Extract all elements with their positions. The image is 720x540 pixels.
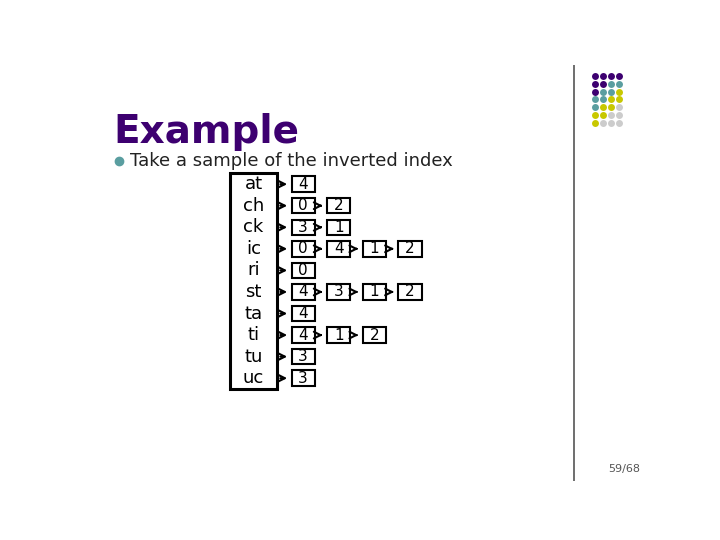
Bar [327,284,351,300]
Text: 4: 4 [334,241,343,256]
Bar [230,173,276,389]
Text: 3: 3 [298,370,308,386]
Text: 1: 1 [334,220,343,235]
Text: 1: 1 [334,328,343,342]
Text: Example: Example [113,112,300,151]
Bar [398,284,422,300]
Text: 3: 3 [298,349,308,364]
Bar [327,220,351,235]
Bar [363,327,386,343]
Text: 0: 0 [298,198,308,213]
Bar [292,262,315,278]
Text: 1: 1 [369,241,379,256]
Text: 4: 4 [298,306,308,321]
Text: ck: ck [243,218,264,237]
Text: 3: 3 [334,285,343,300]
Text: ri: ri [247,261,260,279]
Bar [292,370,315,386]
Text: ta: ta [245,305,263,322]
Bar [292,177,315,192]
Text: 0: 0 [298,263,308,278]
Text: st: st [246,283,261,301]
Bar [292,306,315,321]
Text: 59/68: 59/68 [608,464,640,475]
Text: 2: 2 [405,241,415,256]
Text: ic: ic [246,240,261,258]
Text: at: at [245,175,263,193]
Bar [398,241,422,256]
Bar [292,284,315,300]
Text: 2: 2 [369,328,379,342]
Text: ti: ti [248,326,260,344]
Bar [327,327,351,343]
Bar [292,327,315,343]
Text: uc: uc [243,369,264,387]
Text: 1: 1 [369,285,379,300]
Bar [292,241,315,256]
Bar [327,198,351,213]
Text: 0: 0 [298,241,308,256]
Text: 2: 2 [334,198,343,213]
Text: Take a sample of the inverted index: Take a sample of the inverted index [130,152,452,170]
Text: ch: ch [243,197,264,215]
Bar [292,220,315,235]
Text: 4: 4 [298,285,308,300]
Bar [363,284,386,300]
Text: 4: 4 [298,328,308,342]
Bar [292,349,315,365]
Text: 3: 3 [298,220,308,235]
Text: 4: 4 [298,177,308,192]
Bar [327,241,351,256]
Text: 2: 2 [405,285,415,300]
Text: tu: tu [244,348,263,366]
Bar [292,198,315,213]
Bar [363,241,386,256]
